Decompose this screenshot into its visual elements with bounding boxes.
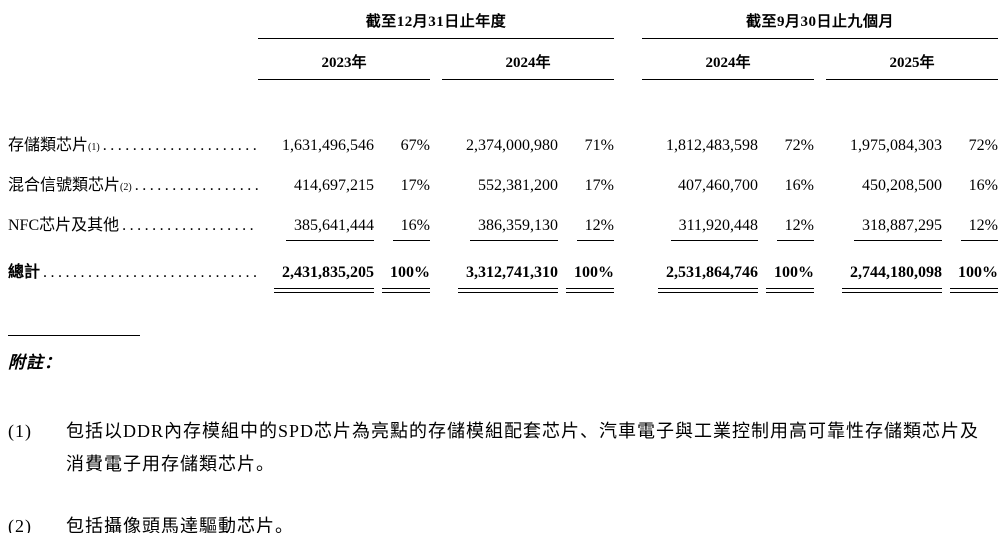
value-cell: 386,359,130 xyxy=(470,214,558,241)
total-pct-cell: 100% xyxy=(382,261,430,293)
data-group-annual: 2,431,835,205 100% 3,312,741,310 100% xyxy=(258,261,614,293)
data-col-2025-9m: 450,208,500 16% xyxy=(826,174,998,198)
row-label-cell: 存儲類芯片(1) ...............................… xyxy=(8,134,258,158)
data-group-ninemonth: 311,920,448 12% 318,887,295 12% xyxy=(642,214,998,241)
year-label: 2024年 xyxy=(705,55,751,71)
value-cell: 407,460,700 xyxy=(678,177,758,194)
data-col-2023: 1,631,496,546 67% xyxy=(258,134,430,158)
dot-leader: ........................................… xyxy=(122,217,258,234)
value-cell: 318,887,295 xyxy=(854,214,942,241)
data-group-ninemonth: 2,531,864,746 100% 2,744,180,098 100% xyxy=(642,261,998,293)
data-col-2023: 2,431,835,205 100% xyxy=(258,261,430,293)
table-header-years: 2023年 2024年 2024年 2025年 xyxy=(8,51,1000,80)
data-col-2025-9m: 1,975,084,303 72% xyxy=(826,134,998,158)
value-cell: 450,208,500 xyxy=(862,177,942,194)
total-pct-cell: 100% xyxy=(950,261,998,293)
table-row-mixed-signal-chips: 混合信號類芯片(2) .............................… xyxy=(8,174,1000,198)
row-label: NFC芯片及其他 xyxy=(8,217,120,234)
footnote-text: 包括以DDR內存模組中的SPD芯片為亮點的存儲模組配套芯片、汽車電子與工業控制用… xyxy=(66,421,980,475)
data-col-2024-9m: 2,531,864,746 100% xyxy=(642,261,814,293)
row-label: 混合信號類芯片 xyxy=(8,177,121,194)
year-header-group-annual: 2023年 2024年 xyxy=(258,51,614,80)
col-group-nine-months-sep30: 截至9月30日止九個月 xyxy=(642,10,998,39)
total-value-cell: 2,744,180,098 xyxy=(842,261,942,293)
year-label: 2024年 xyxy=(505,55,551,71)
value-cell: 385,641,444 xyxy=(286,214,374,241)
pct-cell: 17% xyxy=(400,177,430,194)
row-label-cell: 總計 .....................................… xyxy=(8,261,258,285)
year-header-2024: 2024年 xyxy=(442,51,614,80)
data-group-annual: 385,641,444 16% 386,359,130 12% xyxy=(258,214,614,241)
pct-cell: 12% xyxy=(960,214,998,241)
dot-leader: ........................................… xyxy=(134,177,258,194)
year-label: 2023年 xyxy=(321,55,367,71)
value-cell: 1,812,483,598 xyxy=(666,137,758,154)
value-cell: 1,975,084,303 xyxy=(850,137,942,154)
footnote-1: (1) 包括以DDR內存模組中的SPD芯片為亮點的存儲模組配套芯片、汽車電子與工… xyxy=(8,415,1000,482)
value-cell: 1,631,496,546 xyxy=(282,137,374,154)
total-value-cell: 3,312,741,310 xyxy=(458,261,558,293)
pct-cell: 16% xyxy=(784,177,814,194)
footnote-divider xyxy=(8,335,140,336)
row-label-cell: 混合信號類芯片(2) .............................… xyxy=(8,174,258,198)
data-col-2024: 2,374,000,980 71% xyxy=(442,134,614,158)
footnote-number: (2) xyxy=(8,515,32,533)
value-cell: 311,920,448 xyxy=(670,214,758,241)
value-cell: 2,374,000,980 xyxy=(466,137,558,154)
row-label-cell: NFC芯片及其他 ...............................… xyxy=(8,214,258,238)
footnote-number: (1) xyxy=(8,421,32,441)
year-header-2025-9m: 2025年 xyxy=(826,51,998,80)
col-group-title: 截至12月31日止年度 xyxy=(365,14,507,30)
row-label: 總計 xyxy=(8,264,41,281)
table-row-total: 總計 .....................................… xyxy=(8,261,1000,293)
pct-cell: 16% xyxy=(968,177,998,194)
value-cell: 414,697,215 xyxy=(294,177,374,194)
pct-cell: 67% xyxy=(400,137,430,154)
data-col-2023: 414,697,215 17% xyxy=(258,174,430,198)
data-group-annual: 414,697,215 17% 552,381,200 17% xyxy=(258,174,614,198)
footnotes-title: 附註： xyxy=(8,353,62,372)
data-col-2025-9m: 318,887,295 12% xyxy=(826,214,998,241)
year-header-2024-9m: 2024年 xyxy=(642,51,814,80)
footnotes-section: 附註： (1) 包括以DDR內存模組中的SPD芯片為亮點的存儲模組配套芯片、汽車… xyxy=(8,335,1000,533)
dot-leader: ........................................… xyxy=(43,264,258,281)
data-col-2025-9m: 2,744,180,098 100% xyxy=(826,261,998,293)
revenue-breakdown-table: 截至12月31日止年度 截至9月30日止九個月 2023年 2024年 2024… xyxy=(8,10,1000,293)
col-group-year-ended-dec31: 截至12月31日止年度 xyxy=(258,10,614,39)
value-cell: 552,381,200 xyxy=(478,177,558,194)
data-col-2024-9m: 1,812,483,598 72% xyxy=(642,134,814,158)
year-header-2023: 2023年 xyxy=(258,51,430,80)
pct-cell: 72% xyxy=(968,137,998,154)
data-col-2024: 386,359,130 12% xyxy=(442,214,614,241)
footnote-text: 包括攝像頭馬達驅動芯片。 xyxy=(66,515,294,533)
footnote-2: (2) 包括攝像頭馬達驅動芯片。 xyxy=(8,510,1000,533)
pct-cell: 12% xyxy=(776,214,814,241)
pct-cell: 72% xyxy=(784,137,814,154)
total-pct-cell: 100% xyxy=(766,261,814,293)
data-group-annual: 1,631,496,546 67% 2,374,000,980 71% xyxy=(258,134,614,158)
total-value-cell: 2,431,835,205 xyxy=(274,261,374,293)
data-col-2024-9m: 311,920,448 12% xyxy=(642,214,814,241)
row-label: 存儲類芯片 xyxy=(8,137,89,154)
total-pct-cell: 100% xyxy=(566,261,614,293)
data-col-2024: 3,312,741,310 100% xyxy=(442,261,614,293)
data-group-ninemonth: 1,812,483,598 72% 1,975,084,303 72% xyxy=(642,134,998,158)
year-label: 2025年 xyxy=(889,55,935,71)
data-col-2024: 552,381,200 17% xyxy=(442,174,614,198)
pct-cell: 71% xyxy=(584,137,614,154)
table-header-groups: 截至12月31日止年度 截至9月30日止九個月 xyxy=(8,10,1000,39)
data-col-2024-9m: 407,460,700 16% xyxy=(642,174,814,198)
data-group-ninemonth: 407,460,700 16% 450,208,500 16% xyxy=(642,174,998,198)
data-col-2023: 385,641,444 16% xyxy=(258,214,430,241)
pct-cell: 17% xyxy=(584,177,614,194)
year-header-group-ninemonth: 2024年 2025年 xyxy=(642,51,998,80)
table-row-nfc-other: NFC芯片及其他 ...............................… xyxy=(8,214,1000,241)
col-group-title: 截至9月30日止九個月 xyxy=(745,14,894,30)
pct-cell: 16% xyxy=(392,214,430,241)
dot-leader: ........................................… xyxy=(102,137,258,154)
total-value-cell: 2,531,864,746 xyxy=(658,261,758,293)
table-row-storage-chips: 存儲類芯片(1) ...............................… xyxy=(8,134,1000,158)
pct-cell: 12% xyxy=(576,214,614,241)
